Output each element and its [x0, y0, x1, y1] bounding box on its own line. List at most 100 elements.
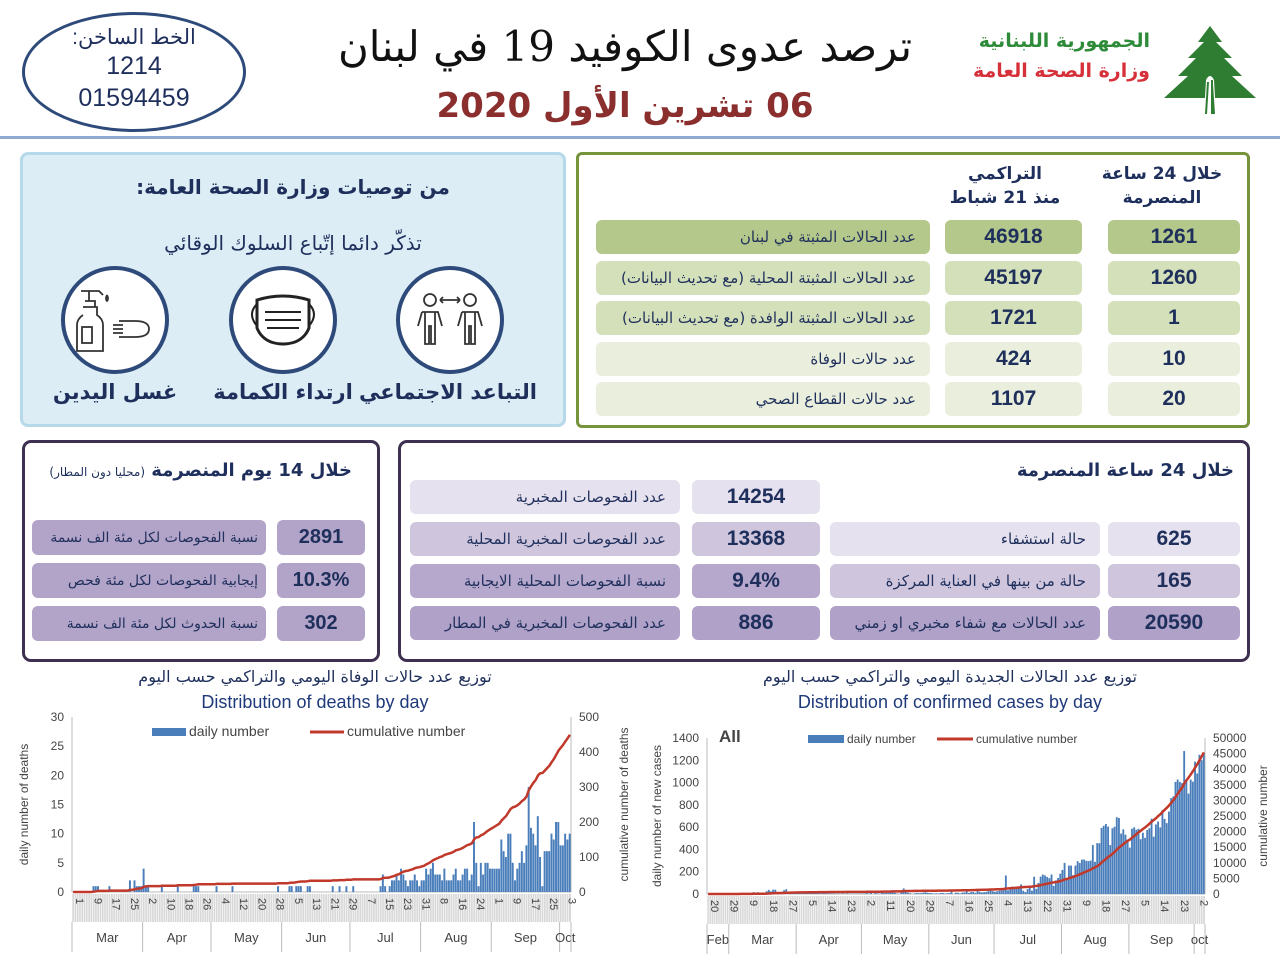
hotline-number-2: 01594459 — [78, 84, 190, 112]
daily-bar — [1144, 837, 1146, 894]
month-label: Jul — [1019, 932, 1036, 947]
daily-bar — [454, 868, 457, 892]
daily-bar — [432, 862, 434, 892]
daily-bar — [1159, 827, 1162, 894]
date-tick-band — [707, 896, 1205, 924]
y2-tick-label: 0 — [1213, 887, 1220, 901]
daily-bar — [809, 893, 812, 894]
y-tick-label: 0 — [57, 885, 64, 899]
daily-bar — [400, 868, 403, 892]
daily-bar — [1022, 890, 1025, 894]
daily-bar — [384, 886, 387, 892]
x-tick-label: 12 — [237, 898, 249, 910]
daily-bar — [532, 833, 535, 892]
y2-tick-label: 25000 — [1213, 809, 1247, 823]
daily-bar — [516, 868, 519, 892]
daily-bar — [438, 874, 441, 892]
legend-bar-label: daily number — [189, 723, 269, 739]
daily-bar — [381, 874, 384, 892]
daily-bar — [479, 862, 482, 892]
month-label: Mar — [96, 930, 119, 945]
summary-row-cumulative: 1721 — [945, 301, 1082, 335]
column-header-cumulative: التراكمي منذ 21 شباط — [935, 162, 1075, 210]
daily-bar — [511, 862, 514, 892]
lab-tests-row-label: نسبة الفحوصات المحلية الايجابية — [410, 564, 680, 598]
republic-name: الجمهورية اللبنانية — [978, 30, 1150, 52]
daily-bar — [970, 892, 972, 894]
y-tick-label: 1200 — [672, 753, 699, 767]
cases-chart-title-ar: توزيع عدد الحالات الجديدة اليومي والتراك… — [763, 667, 1137, 686]
daily-bar — [963, 892, 966, 894]
daily-bar — [1174, 781, 1177, 894]
daily-bar — [954, 892, 957, 894]
daily-bar — [1100, 827, 1103, 894]
daily-bar — [404, 880, 407, 892]
x-tick-label: 3 — [565, 898, 577, 904]
daily-bar — [555, 822, 557, 892]
daily-bar — [1176, 779, 1179, 894]
daily-bar — [215, 886, 218, 892]
daily-bar — [874, 892, 877, 894]
recommendations-heading: من توصيات وزارة الصحة العامة: — [136, 175, 450, 199]
y2-tick-label: 10000 — [1213, 856, 1247, 870]
daily-bar — [941, 892, 944, 894]
daily-bar — [1133, 827, 1136, 894]
daily-bar — [495, 868, 498, 892]
daily-bar — [846, 893, 849, 894]
daily-bar — [826, 893, 829, 894]
daily-bar — [1087, 861, 1090, 894]
daily-bar — [390, 880, 393, 892]
month-label: Apr — [819, 932, 840, 947]
daily-bar — [97, 886, 100, 892]
month-label: Jul — [377, 930, 394, 945]
rec-label-distancing: التباعد الاجتماعي — [359, 380, 537, 404]
daily-bar — [406, 886, 409, 892]
recommendations-subheading: تذكّر دائما إتّباع السلوك الوقائي — [164, 231, 422, 255]
daily-bar — [306, 886, 309, 892]
fourteen-days-row-label: نسبة الفحوصات لكل مئة الف نسمة — [32, 520, 266, 555]
daily-bar — [987, 891, 990, 894]
daily-bar — [811, 893, 814, 894]
fourteen-days-row-value: 302 — [277, 606, 365, 641]
daily-bar — [92, 886, 95, 892]
summary-row-label: عدد الحالات المثبتة الوافدة (مع تحديث ال… — [596, 301, 930, 335]
daily-bar — [1202, 753, 1205, 894]
x-tick-label: 9 — [1080, 900, 1092, 906]
daily-bar — [989, 890, 992, 894]
daily-bar — [772, 889, 775, 894]
daily-bar — [142, 868, 145, 892]
daily-bar — [1015, 886, 1018, 894]
y2-tick-label: 5000 — [1213, 871, 1240, 885]
daily-bar — [1146, 830, 1149, 894]
daily-bar — [502, 851, 505, 892]
daily-bar — [379, 886, 382, 892]
legend-bar-swatch — [808, 735, 844, 743]
daily-bar — [509, 833, 512, 892]
hotline-number-1: 1214 — [106, 52, 162, 80]
daily-bar — [1185, 779, 1188, 894]
daily-bar — [425, 868, 428, 892]
x-tick-label: 29 — [347, 898, 359, 910]
daily-bar — [1002, 890, 1005, 894]
month-label: Apr — [167, 930, 188, 945]
daily-bar — [397, 880, 400, 892]
daily-bar — [463, 868, 466, 892]
daily-bar — [468, 880, 471, 892]
x-tick-label: 21 — [328, 898, 340, 910]
x-tick-label: 24 — [474, 898, 486, 910]
daily-bar — [541, 886, 544, 892]
daily-bar — [443, 868, 446, 892]
month-label: Jun — [305, 930, 326, 945]
x-tick-label: 20 — [708, 900, 720, 912]
month-label: Mar — [751, 932, 774, 947]
daily-bar — [518, 862, 521, 892]
y-tick-label: 200 — [679, 865, 699, 879]
daily-bar — [915, 892, 918, 894]
daily-bar — [192, 886, 195, 892]
daily-bar — [1011, 886, 1014, 894]
daily-bar — [1046, 876, 1049, 894]
summary-row-24h: 20 — [1108, 382, 1240, 416]
daily-bar — [482, 874, 485, 892]
legend-bar-swatch — [152, 728, 186, 736]
